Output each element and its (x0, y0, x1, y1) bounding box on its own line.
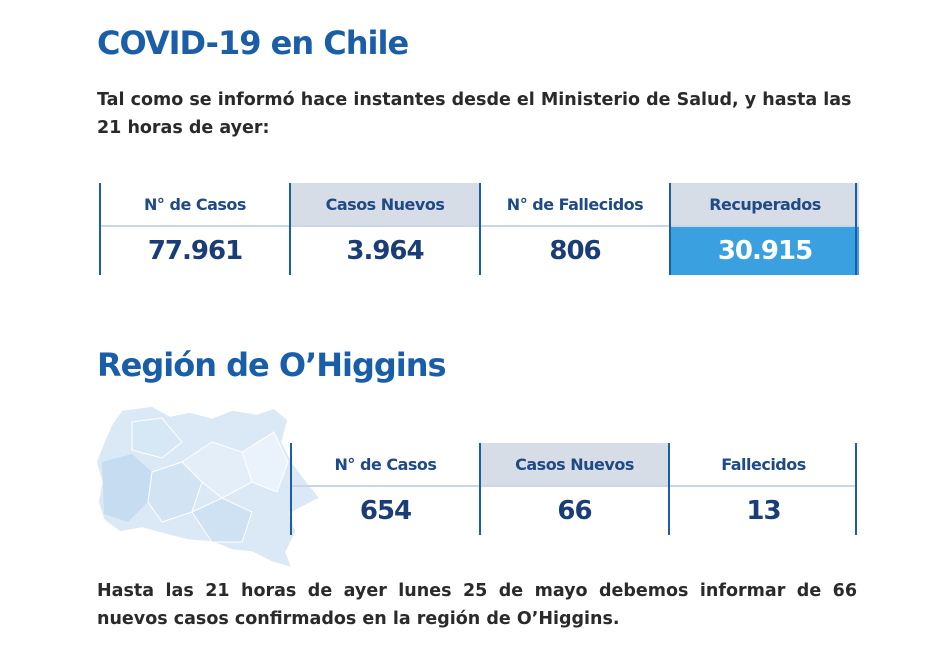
stat-recovered-value: 30.915 (671, 227, 859, 275)
national-stats-table: N° de Casos 77.961 Casos Nuevos 3.964 N°… (99, 183, 859, 275)
region-stat-deaths-label: Fallecidos (670, 443, 857, 487)
region-stat-cases-value: 654 (359, 496, 412, 526)
stat-new-cases: Casos Nuevos 3.964 (289, 183, 479, 275)
region-stat-new-cases: Casos Nuevos 66 (479, 443, 668, 535)
region-map-icon (95, 405, 322, 570)
table-border (855, 183, 857, 275)
national-intro: Tal como se informó hace instantes desde… (97, 90, 852, 138)
stat-recovered-label: Recuperados (671, 183, 859, 227)
national-title: COVID-19 en Chile (97, 24, 409, 62)
region-stat-cases: N° de Casos 654 (290, 443, 479, 535)
region-stat-deaths-value: 13 (746, 496, 781, 526)
region-note: Hasta las 21 horas de ayer lunes 25 de m… (97, 577, 857, 633)
region-stat-deaths: Fallecidos 13 (668, 443, 857, 535)
stat-recovered: Recuperados 30.915 (669, 183, 859, 275)
region-table-border (855, 443, 857, 535)
region-stats-table: N° de Casos 654 Casos Nuevos 66 Fallecid… (290, 443, 857, 535)
stat-cases-value: 77.961 (147, 236, 243, 266)
stat-new-cases-value: 3.964 (346, 236, 424, 266)
region-stat-new-cases-label: Casos Nuevos (481, 443, 668, 487)
stat-deaths-label: N° de Fallecidos (481, 183, 669, 227)
region-note-line1: Hasta las 21 horas de ayer lunes 25 de m… (97, 581, 857, 601)
stat-new-cases-label: Casos Nuevos (291, 183, 479, 227)
stat-deaths-value: 806 (549, 236, 601, 266)
stat-cases: N° de Casos 77.961 (99, 183, 289, 275)
region-title: Región de O’Higgins (97, 346, 447, 384)
region-stat-cases-label: N° de Casos (292, 443, 479, 487)
region-stat-new-cases-value: 66 (557, 496, 592, 526)
region-note-line2: nuevos casos confirmados en la región de… (97, 609, 620, 629)
stat-deaths: N° de Fallecidos 806 (479, 183, 669, 275)
stat-cases-label: N° de Casos (101, 183, 289, 227)
